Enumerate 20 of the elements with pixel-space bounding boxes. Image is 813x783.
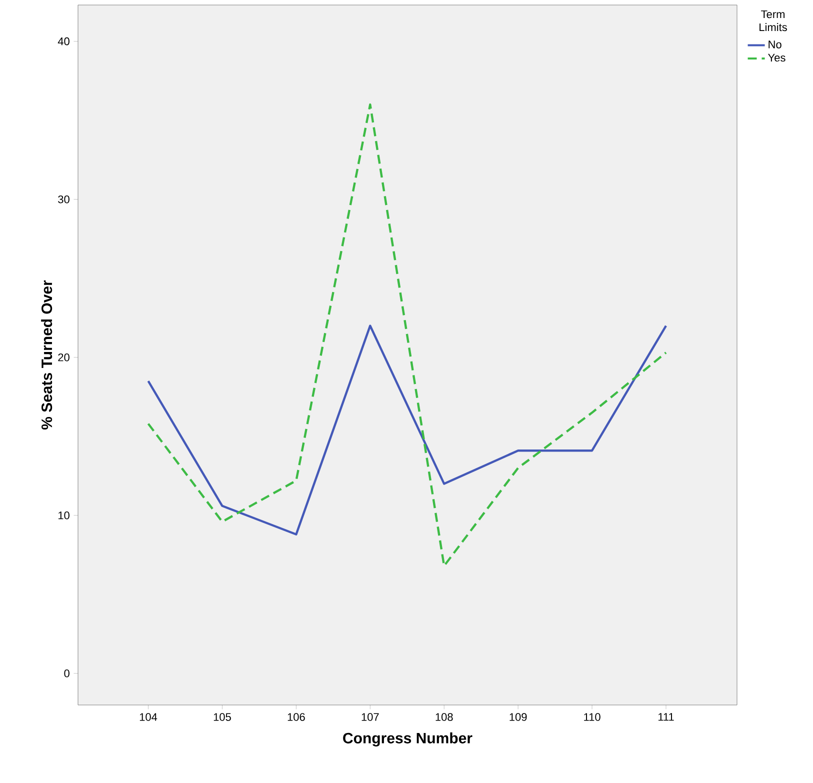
line-series [147,103,668,568]
x-tick-label: 109 [510,713,527,721]
legend-title: Term Limits [760,10,787,32]
y-tick-label: 40 [58,37,70,46]
y-tick-label: 30 [58,195,70,204]
x-axis-title: Congress Number [343,732,472,746]
x-tick-label: 111 [658,713,674,721]
legend-label: No [768,40,782,48]
x-tick-label: 106 [288,713,305,721]
legend-label: Yes [768,54,786,62]
x-tick-label: 105 [214,713,231,721]
x-tick-label: 110 [584,713,600,721]
y-tick-label: 0 [64,669,70,678]
y-axis-title: % Seats Turned Over [41,280,52,430]
x-tick-label: 104 [140,713,158,721]
x-tick-label: 108 [436,713,453,721]
x-tick-label: 107 [362,713,379,721]
line-series [147,324,668,536]
y-tick-label: 20 [58,353,70,362]
y-tick-label: 10 [58,511,70,520]
